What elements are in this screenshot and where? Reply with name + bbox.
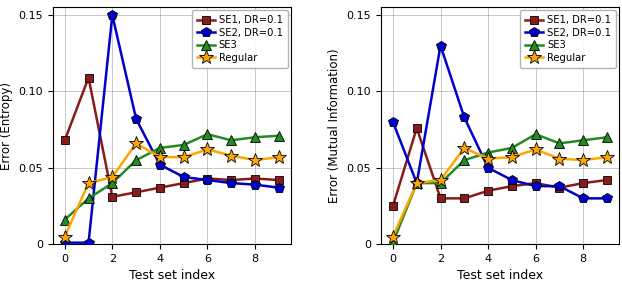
SE2, DR=0.1 (413, 181, 420, 185)
SE1, DR=0.1 (85, 76, 92, 79)
Regular (580, 158, 587, 162)
Line: SE1, DR=0.1: SE1, DR=0.1 (389, 124, 611, 210)
SE3 (275, 134, 282, 138)
SE3 (485, 151, 492, 154)
Regular (413, 181, 420, 185)
SE1, DR=0.1 (532, 181, 539, 185)
SE3 (85, 197, 92, 200)
Regular (109, 175, 116, 179)
Regular (603, 155, 611, 159)
SE1, DR=0.1 (508, 184, 516, 188)
Regular (61, 235, 68, 238)
Regular (508, 155, 516, 159)
SE1, DR=0.1 (389, 204, 397, 208)
Line: SE2, DR=0.1: SE2, DR=0.1 (60, 10, 284, 247)
SE2, DR=0.1 (228, 181, 235, 185)
Regular (204, 148, 211, 151)
Regular (437, 178, 444, 182)
SE2, DR=0.1 (580, 197, 587, 200)
SE1, DR=0.1 (156, 186, 164, 189)
SE1, DR=0.1 (580, 181, 587, 185)
Regular (251, 158, 259, 162)
SE2, DR=0.1 (460, 116, 468, 119)
Regular (460, 146, 468, 150)
Line: Regular: Regular (386, 141, 614, 244)
SE2, DR=0.1 (532, 184, 539, 188)
SE1, DR=0.1 (275, 178, 282, 182)
Legend: SE1, DR=0.1, SE2, DR=0.1, SE3, Regular: SE1, DR=0.1, SE2, DR=0.1, SE3, Regular (192, 10, 288, 68)
SE1, DR=0.1 (555, 186, 563, 189)
SE1, DR=0.1 (109, 195, 116, 199)
SE3 (603, 136, 611, 139)
X-axis label: Test set index: Test set index (129, 269, 215, 282)
SE2, DR=0.1 (275, 186, 282, 189)
SE2, DR=0.1 (389, 120, 397, 124)
SE1, DR=0.1 (132, 191, 140, 194)
SE2, DR=0.1 (485, 166, 492, 170)
Line: SE2, DR=0.1: SE2, DR=0.1 (388, 41, 612, 203)
SE3 (156, 146, 164, 150)
SE3 (532, 132, 539, 136)
Regular (485, 157, 492, 160)
Line: SE3: SE3 (388, 129, 612, 247)
SE2, DR=0.1 (251, 183, 259, 186)
Regular (132, 141, 140, 145)
Regular (532, 148, 539, 151)
SE3 (555, 141, 563, 145)
SE2, DR=0.1 (204, 178, 211, 182)
SE3 (580, 139, 587, 142)
SE3 (132, 158, 140, 162)
SE2, DR=0.1 (109, 13, 116, 17)
Line: SE1, DR=0.1: SE1, DR=0.1 (60, 73, 283, 201)
Line: Regular: Regular (58, 136, 285, 244)
Regular (555, 157, 563, 160)
SE2, DR=0.1 (603, 197, 611, 200)
SE2, DR=0.1 (156, 163, 164, 167)
SE3 (251, 136, 259, 139)
SE3 (61, 218, 68, 221)
SE2, DR=0.1 (508, 178, 516, 182)
SE1, DR=0.1 (413, 126, 420, 130)
SE1, DR=0.1 (251, 177, 259, 180)
SE2, DR=0.1 (132, 117, 140, 121)
SE3 (109, 181, 116, 185)
Legend: SE1, DR=0.1, SE2, DR=0.1, SE3, Regular: SE1, DR=0.1, SE2, DR=0.1, SE3, Regular (520, 10, 616, 68)
SE1, DR=0.1 (437, 197, 444, 200)
SE1, DR=0.1 (603, 178, 611, 182)
SE3 (180, 143, 187, 147)
SE1, DR=0.1 (180, 181, 187, 185)
Regular (275, 155, 282, 159)
Regular (85, 181, 92, 185)
Regular (228, 154, 235, 157)
SE3 (508, 146, 516, 150)
SE2, DR=0.1 (180, 175, 187, 179)
SE1, DR=0.1 (228, 178, 235, 182)
SE1, DR=0.1 (204, 177, 211, 180)
SE3 (228, 139, 235, 142)
Regular (156, 155, 164, 159)
SE1, DR=0.1 (61, 139, 68, 142)
SE3 (413, 181, 420, 185)
Y-axis label: Error (Entropy): Error (Entropy) (0, 82, 13, 170)
SE3 (389, 241, 397, 244)
SE1, DR=0.1 (485, 189, 492, 192)
SE2, DR=0.1 (555, 184, 563, 188)
X-axis label: Test set index: Test set index (457, 269, 543, 282)
SE2, DR=0.1 (85, 241, 92, 244)
SE3 (460, 158, 468, 162)
Line: SE3: SE3 (60, 129, 284, 225)
SE3 (437, 181, 444, 185)
Y-axis label: Error (Mutual Information): Error (Mutual Information) (328, 49, 341, 203)
SE2, DR=0.1 (61, 241, 68, 244)
SE2, DR=0.1 (437, 44, 444, 47)
Regular (180, 155, 187, 159)
Regular (389, 235, 397, 238)
SE1, DR=0.1 (460, 197, 468, 200)
SE3 (204, 132, 211, 136)
